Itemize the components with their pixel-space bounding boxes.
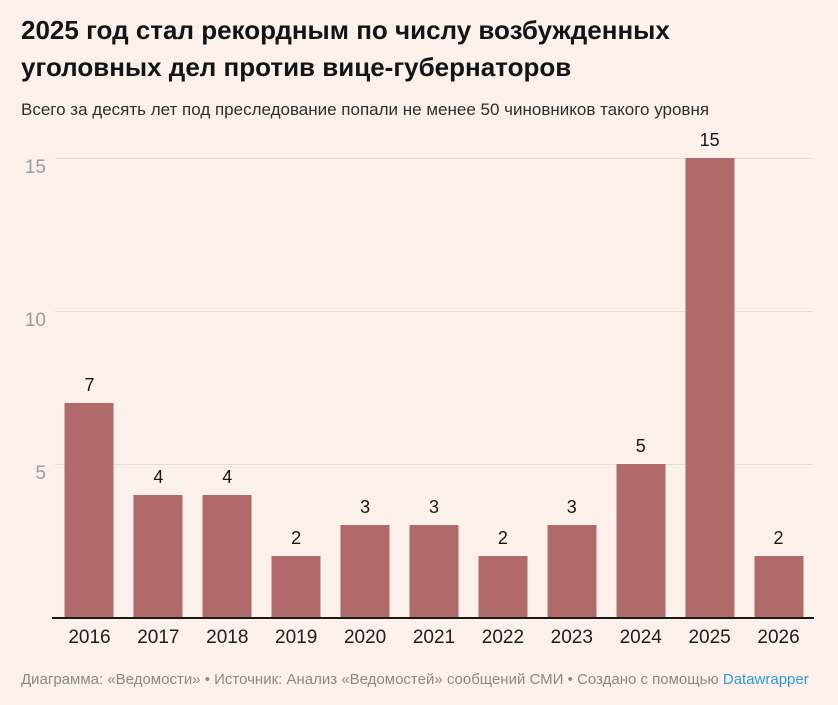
bar[interactable] <box>685 158 735 617</box>
bars-group: 7 4 4 2 3 3 2 3 5 15 2 <box>55 130 813 617</box>
x-axis-label: 2017 <box>137 627 180 648</box>
bar[interactable] <box>271 555 321 617</box>
bar[interactable] <box>133 494 183 617</box>
attribution: Диаграмма: «Ведомости» • Источник: Анали… <box>21 671 809 688</box>
x-axis-label: 2024 <box>619 627 662 648</box>
bar-column-2020: 3 <box>331 158 400 617</box>
bar-column-2022: 2 <box>468 158 537 617</box>
bar-column-2026: 2 <box>744 158 813 617</box>
bar-column-2016: 7 <box>55 158 124 617</box>
bar[interactable] <box>478 555 528 617</box>
x-axis-line <box>52 617 814 619</box>
x-axis-label: 2021 <box>412 627 456 648</box>
bar-value-label: 3 <box>428 497 439 518</box>
x-axis-label: 2019 <box>275 627 318 648</box>
bar-value-label: 15 <box>699 130 720 150</box>
chart-title: 2025 год стал рекордным по числу возбужд… <box>21 15 670 82</box>
x-axis-label: 2018 <box>206 627 249 648</box>
bar[interactable] <box>64 402 114 617</box>
bar[interactable] <box>202 494 252 617</box>
x-axis-labels: 2016 2017 2018 2019 2020 2021 2022 2023 2024 2025… <box>55 627 813 649</box>
bar[interactable] <box>754 555 804 617</box>
bar[interactable] <box>547 525 597 617</box>
bar-column-2021: 3 <box>400 158 469 617</box>
datawrapper-link[interactable]: Datawrapper <box>722 671 809 688</box>
bar[interactable] <box>616 464 666 617</box>
x-axis-label: 2022 <box>481 627 525 648</box>
bar-column-2024: 5 <box>606 158 675 617</box>
bar-value-label: 2 <box>497 527 508 548</box>
y-gridline <box>55 310 813 312</box>
bar-value-label: 3 <box>566 497 577 518</box>
bar-value-label: 4 <box>153 466 164 487</box>
y-axis-tick-label: 5 <box>35 463 46 484</box>
x-axis-label: 2025 <box>688 627 731 648</box>
y-gridline <box>55 157 813 159</box>
bar[interactable] <box>340 525 390 617</box>
bar-value-label: 2 <box>291 527 302 548</box>
bar-value-label: 2 <box>773 527 784 548</box>
bar-column-2018: 4 <box>193 158 262 617</box>
y-gridline <box>55 463 813 465</box>
x-axis-label: 2016 <box>68 627 111 648</box>
bar-value-label: 5 <box>635 436 646 456</box>
bar-value-label: 4 <box>222 466 233 487</box>
bar-column-2017: 4 <box>124 158 193 617</box>
x-axis-label: 2023 <box>550 627 593 648</box>
attribution-text: Диаграмма: «Ведомости» • Источник: Анали… <box>21 671 719 688</box>
bar-column-2019: 2 <box>262 158 331 617</box>
x-axis-label: 2020 <box>343 627 387 648</box>
bar-column-2025: 15 <box>675 130 744 617</box>
plot-area: 5 10 15 7 4 4 2 3 3 2 3 5 15 2 2016 2017 2018 2019 2020 202… <box>25 130 814 648</box>
chart-subtitle: Всего за десять лет под преследование по… <box>21 100 710 119</box>
y-axis-tick-label: 10 <box>24 310 46 331</box>
bar-value-label: 3 <box>360 497 371 518</box>
bar-value-label: 7 <box>84 374 95 395</box>
y-axis-tick-label: 15 <box>24 157 46 178</box>
bar[interactable] <box>409 525 459 617</box>
bar-column-2023: 3 <box>537 158 606 617</box>
x-axis-label: 2026 <box>757 627 800 648</box>
